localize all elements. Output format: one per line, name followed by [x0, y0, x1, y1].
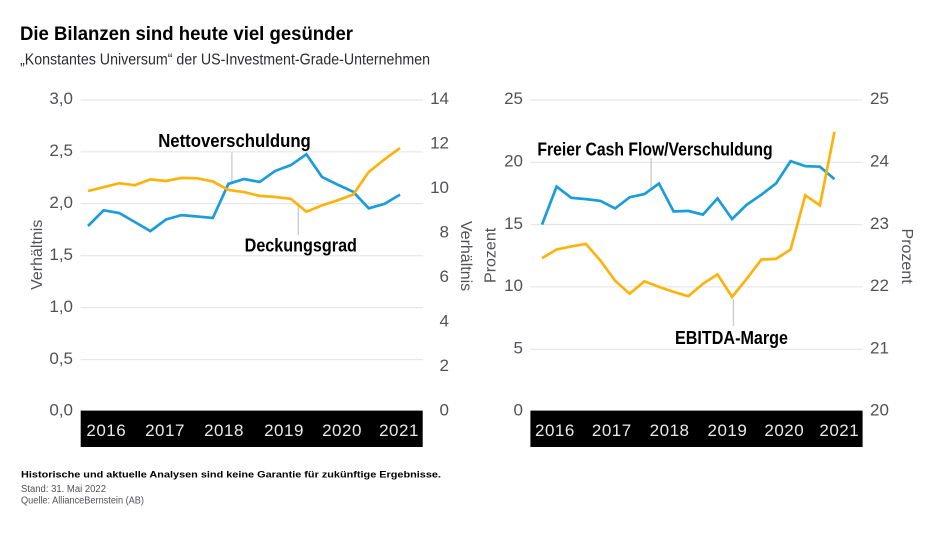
svg-text:2018: 2018: [650, 421, 690, 440]
svg-text:Die Bilanzen sind heute viel g: Die Bilanzen sind heute viel gesünder: [20, 24, 354, 45]
svg-text:3,0: 3,0: [49, 89, 73, 108]
svg-text:2018: 2018: [204, 421, 244, 440]
svg-text:23: 23: [870, 214, 889, 233]
svg-text:0: 0: [440, 401, 449, 420]
svg-text:15: 15: [504, 214, 523, 233]
svg-text:2021: 2021: [819, 421, 859, 440]
svg-text:10: 10: [430, 178, 449, 197]
svg-text:0,0: 0,0: [49, 401, 73, 420]
svg-text:Nettoverschuldung: Nettoverschuldung: [158, 131, 311, 151]
svg-text:„Konstantes Universum“ der US-: „Konstantes Universum“ der US-Investment…: [20, 52, 430, 69]
svg-text:2017: 2017: [145, 421, 185, 440]
svg-text:1,5: 1,5: [49, 245, 73, 264]
svg-text:0,5: 0,5: [49, 349, 73, 368]
svg-text:25: 25: [870, 89, 889, 108]
svg-text:21: 21: [870, 338, 889, 357]
svg-text:8: 8: [440, 223, 449, 242]
svg-text:Prozent: Prozent: [898, 229, 915, 285]
svg-text:20: 20: [870, 401, 889, 420]
svg-text:2019: 2019: [264, 421, 304, 440]
svg-text:25: 25: [504, 89, 523, 108]
svg-text:Quelle: AllianceBernstein (AB): Quelle: AllianceBernstein (AB): [21, 496, 144, 507]
svg-text:1,0: 1,0: [49, 297, 73, 316]
svg-text:Historische und aktuelle Analy: Historische und aktuelle Analysen sind k…: [21, 469, 441, 480]
svg-text:2017: 2017: [592, 421, 632, 440]
svg-text:12: 12: [430, 134, 449, 153]
svg-text:0: 0: [514, 401, 523, 420]
svg-text:Freier Cash Flow/Verschuldung: Freier Cash Flow/Verschuldung: [537, 139, 772, 159]
svg-text:5: 5: [514, 338, 523, 357]
svg-text:Verhältnis: Verhältnis: [457, 221, 474, 291]
svg-text:2020: 2020: [322, 421, 362, 440]
svg-text:24: 24: [870, 152, 889, 171]
svg-text:6: 6: [440, 267, 449, 286]
svg-text:2020: 2020: [764, 421, 804, 440]
svg-text:2,5: 2,5: [49, 141, 73, 160]
svg-text:4: 4: [440, 312, 449, 331]
svg-text:2,0: 2,0: [49, 193, 73, 212]
svg-text:2: 2: [440, 356, 449, 375]
svg-text:10: 10: [504, 276, 523, 295]
svg-text:20: 20: [504, 152, 523, 171]
svg-text:2021: 2021: [379, 421, 419, 440]
svg-text:Prozent: Prozent: [483, 227, 500, 283]
svg-text:Deckungsgrad: Deckungsgrad: [245, 236, 357, 256]
svg-text:14: 14: [430, 89, 449, 108]
svg-text:2016: 2016: [86, 421, 126, 440]
svg-text:2019: 2019: [707, 421, 747, 440]
svg-text:Verhältnis: Verhältnis: [29, 220, 46, 290]
svg-text:Stand: 31. Mai 2022: Stand: 31. Mai 2022: [21, 484, 106, 495]
svg-text:EBITDA-Marge: EBITDA-Marge: [675, 328, 788, 348]
svg-text:2016: 2016: [535, 421, 575, 440]
svg-text:22: 22: [870, 276, 889, 295]
